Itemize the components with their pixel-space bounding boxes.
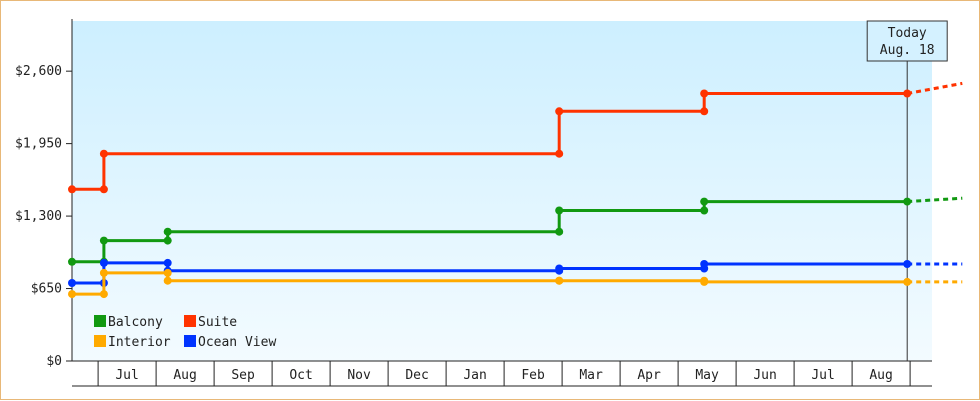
- data-point-balcony: [903, 197, 912, 206]
- data-point-balcony: [68, 257, 76, 266]
- series-projection-suite: [906, 81, 963, 95]
- today-label-date: Aug. 18: [880, 43, 935, 58]
- data-point-balcony: [555, 206, 564, 215]
- data-point-suite: [700, 107, 709, 116]
- data-point-interior: [99, 268, 108, 277]
- data-point-suite: [700, 89, 709, 98]
- data-point-balcony: [555, 227, 564, 236]
- data-point-balcony: [99, 236, 108, 245]
- data-point-suite: [68, 185, 76, 194]
- data-point-suite: [555, 107, 564, 116]
- data-point-interior: [99, 290, 108, 299]
- month-label-jan: Jan: [463, 368, 486, 383]
- month-label-feb: Feb: [521, 368, 545, 383]
- today-label-title: Today: [888, 26, 927, 41]
- legend-swatch-balcony: [94, 315, 106, 327]
- data-point-balcony: [163, 227, 172, 236]
- data-point-interior: [700, 277, 709, 286]
- legend-label-interior: Interior: [108, 335, 171, 350]
- legend-label-suite: Suite: [198, 315, 237, 330]
- data-point-ocean-view: [68, 279, 76, 287]
- data-point-ocean-view: [700, 260, 709, 268]
- data-point-ocean-view: [555, 264, 564, 273]
- y-tick-label: $0: [46, 354, 62, 369]
- month-label-dec: Dec: [405, 368, 428, 383]
- today-label-box: [866, 20, 948, 62]
- month-label-mar: Mar: [579, 368, 603, 383]
- legend-swatch-interior: [94, 335, 106, 347]
- month-label-jun: Jun: [753, 368, 776, 383]
- data-point-interior: [163, 276, 172, 285]
- data-point-ocean-view: [163, 258, 172, 267]
- legend-label-balcony: Balcony: [108, 315, 163, 330]
- data-point-suite: [99, 149, 108, 158]
- y-tick-label: $650: [31, 282, 62, 297]
- y-tick-label: $1,950: [15, 137, 62, 152]
- legend-swatch-suite: [184, 315, 196, 327]
- data-point-interior: [555, 276, 564, 285]
- month-label-jul: Jul: [115, 368, 138, 383]
- y-tick-label: $2,600: [15, 64, 62, 79]
- data-point-ocean-view: [903, 260, 912, 268]
- data-point-interior: [903, 277, 912, 286]
- month-label-nov: Nov: [347, 368, 371, 383]
- data-point-balcony: [700, 197, 709, 206]
- data-point-ocean-view: [99, 258, 108, 267]
- data-point-suite: [99, 185, 108, 194]
- data-point-suite: [903, 89, 912, 98]
- month-label-aug: Aug: [869, 368, 892, 383]
- plot-background: [72, 21, 932, 361]
- data-point-interior: [68, 290, 76, 299]
- data-point-balcony: [700, 206, 709, 215]
- month-label-oct: Oct: [289, 368, 312, 383]
- series-line-balcony: [72, 200, 908, 264]
- series-projection-balcony: [907, 196, 963, 204]
- data-point-balcony: [163, 236, 172, 245]
- month-label-jul: Jul: [811, 368, 834, 383]
- legend-swatch-ocean-view: [184, 335, 196, 347]
- month-label-may: May: [695, 368, 719, 383]
- legend-label-ocean-view: Ocean View: [198, 335, 276, 350]
- month-label-apr: Apr: [637, 368, 661, 383]
- y-tick-label: $1,300: [15, 209, 62, 224]
- month-label-sep: Sep: [231, 368, 255, 383]
- month-label-aug: Aug: [173, 368, 196, 383]
- data-point-suite: [555, 149, 564, 158]
- data-point-interior: [163, 268, 172, 277]
